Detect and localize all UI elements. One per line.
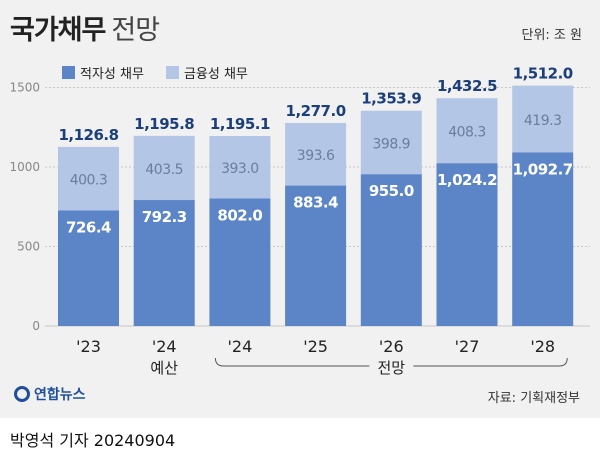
data-label-deficit: 955.0 — [369, 182, 414, 200]
bar-financial — [133, 135, 195, 201]
bar-deficit — [360, 174, 422, 326]
source-label: 자료: 기획재정부 — [487, 391, 580, 406]
y-tick-label: 1500 — [9, 81, 40, 95]
unit-label: 단위: 조 원 — [521, 28, 583, 43]
bar-deficit — [209, 198, 271, 326]
agency-name: 연합뉴스 — [34, 387, 86, 403]
legend-item-deficit: 적자성 채무 — [62, 63, 144, 82]
y-tick-label: 0 — [32, 319, 40, 333]
agency-logo-icon — [14, 386, 30, 402]
bar-financial — [436, 98, 498, 164]
data-label-deficit: 802.0 — [217, 206, 262, 224]
data-label-deficit: 792.3 — [142, 208, 187, 226]
y-tick-label: 500 — [17, 240, 40, 254]
bar-financial — [285, 122, 347, 186]
data-label-financial: 393.0 — [221, 161, 259, 177]
data-label-deficit: 883.4 — [293, 194, 338, 212]
x-tick-label: '28 — [530, 337, 555, 356]
bar-financial — [209, 135, 271, 199]
x-tick-label: '23 — [76, 337, 101, 356]
x-tick-label: '24 — [152, 337, 177, 356]
byline: 박영석 기자 20240904 — [10, 431, 176, 450]
data-label-financial: 398.9 — [373, 136, 411, 152]
bar-financial — [58, 146, 119, 211]
x-tick-label: '24 — [228, 337, 253, 356]
legend-swatch-financial — [165, 66, 179, 79]
data-label-deficit: 1,092.7 — [513, 160, 573, 178]
bar-financial — [360, 110, 422, 175]
x-tick-sublabel: 예산 — [150, 359, 178, 377]
legend-label-financial: 금융성 채무 — [183, 67, 248, 82]
bar-deficit — [133, 200, 195, 326]
projection-label-bg — [369, 358, 414, 376]
data-label-financial: 408.3 — [448, 125, 486, 141]
x-tick-label: '25 — [303, 337, 328, 356]
title-rest: 전망 — [111, 15, 160, 46]
data-label-total: 1,353.9 — [361, 90, 421, 108]
bar-deficit — [436, 163, 498, 326]
title-bold: 국가채무 — [10, 15, 106, 46]
data-label-total: 1,512.0 — [513, 65, 573, 83]
data-label-total: 1,126.8 — [58, 126, 118, 144]
data-label-total: 1,432.5 — [437, 77, 497, 95]
data-label-total: 1,195.1 — [210, 115, 270, 133]
bar-deficit — [58, 210, 119, 326]
data-label-total: 1,277.0 — [286, 102, 346, 120]
data-label-financial: 419.3 — [524, 113, 562, 129]
data-label-deficit: 1,024.2 — [437, 171, 497, 189]
legend-label-deficit: 적자성 채무 — [80, 67, 144, 82]
x-tick-label: '27 — [455, 337, 480, 356]
bar-deficit — [285, 185, 347, 326]
bar-deficit — [512, 152, 574, 326]
x-tick-label: '26 — [379, 337, 404, 356]
footer-bar — [0, 418, 600, 458]
y-tick-label: 1000 — [9, 160, 40, 174]
legend-item-financial: 금융성 채무 — [165, 63, 248, 82]
chart-title: 국가채무 전망 — [10, 8, 160, 47]
data-label-deficit: 726.4 — [66, 219, 111, 237]
agency-logo: 연합뉴스 — [14, 384, 86, 404]
data-label-total: 1,195.8 — [134, 115, 194, 133]
data-label-financial: 403.5 — [145, 162, 183, 178]
data-label-financial: 393.6 — [297, 148, 335, 164]
projection-label: 전망 — [377, 359, 405, 377]
legend-swatch-deficit — [62, 66, 75, 79]
legend: 적자성 채무 금융성 채무 — [62, 63, 248, 82]
data-label-financial: 400.3 — [70, 173, 108, 189]
bar-financial — [512, 85, 574, 153]
